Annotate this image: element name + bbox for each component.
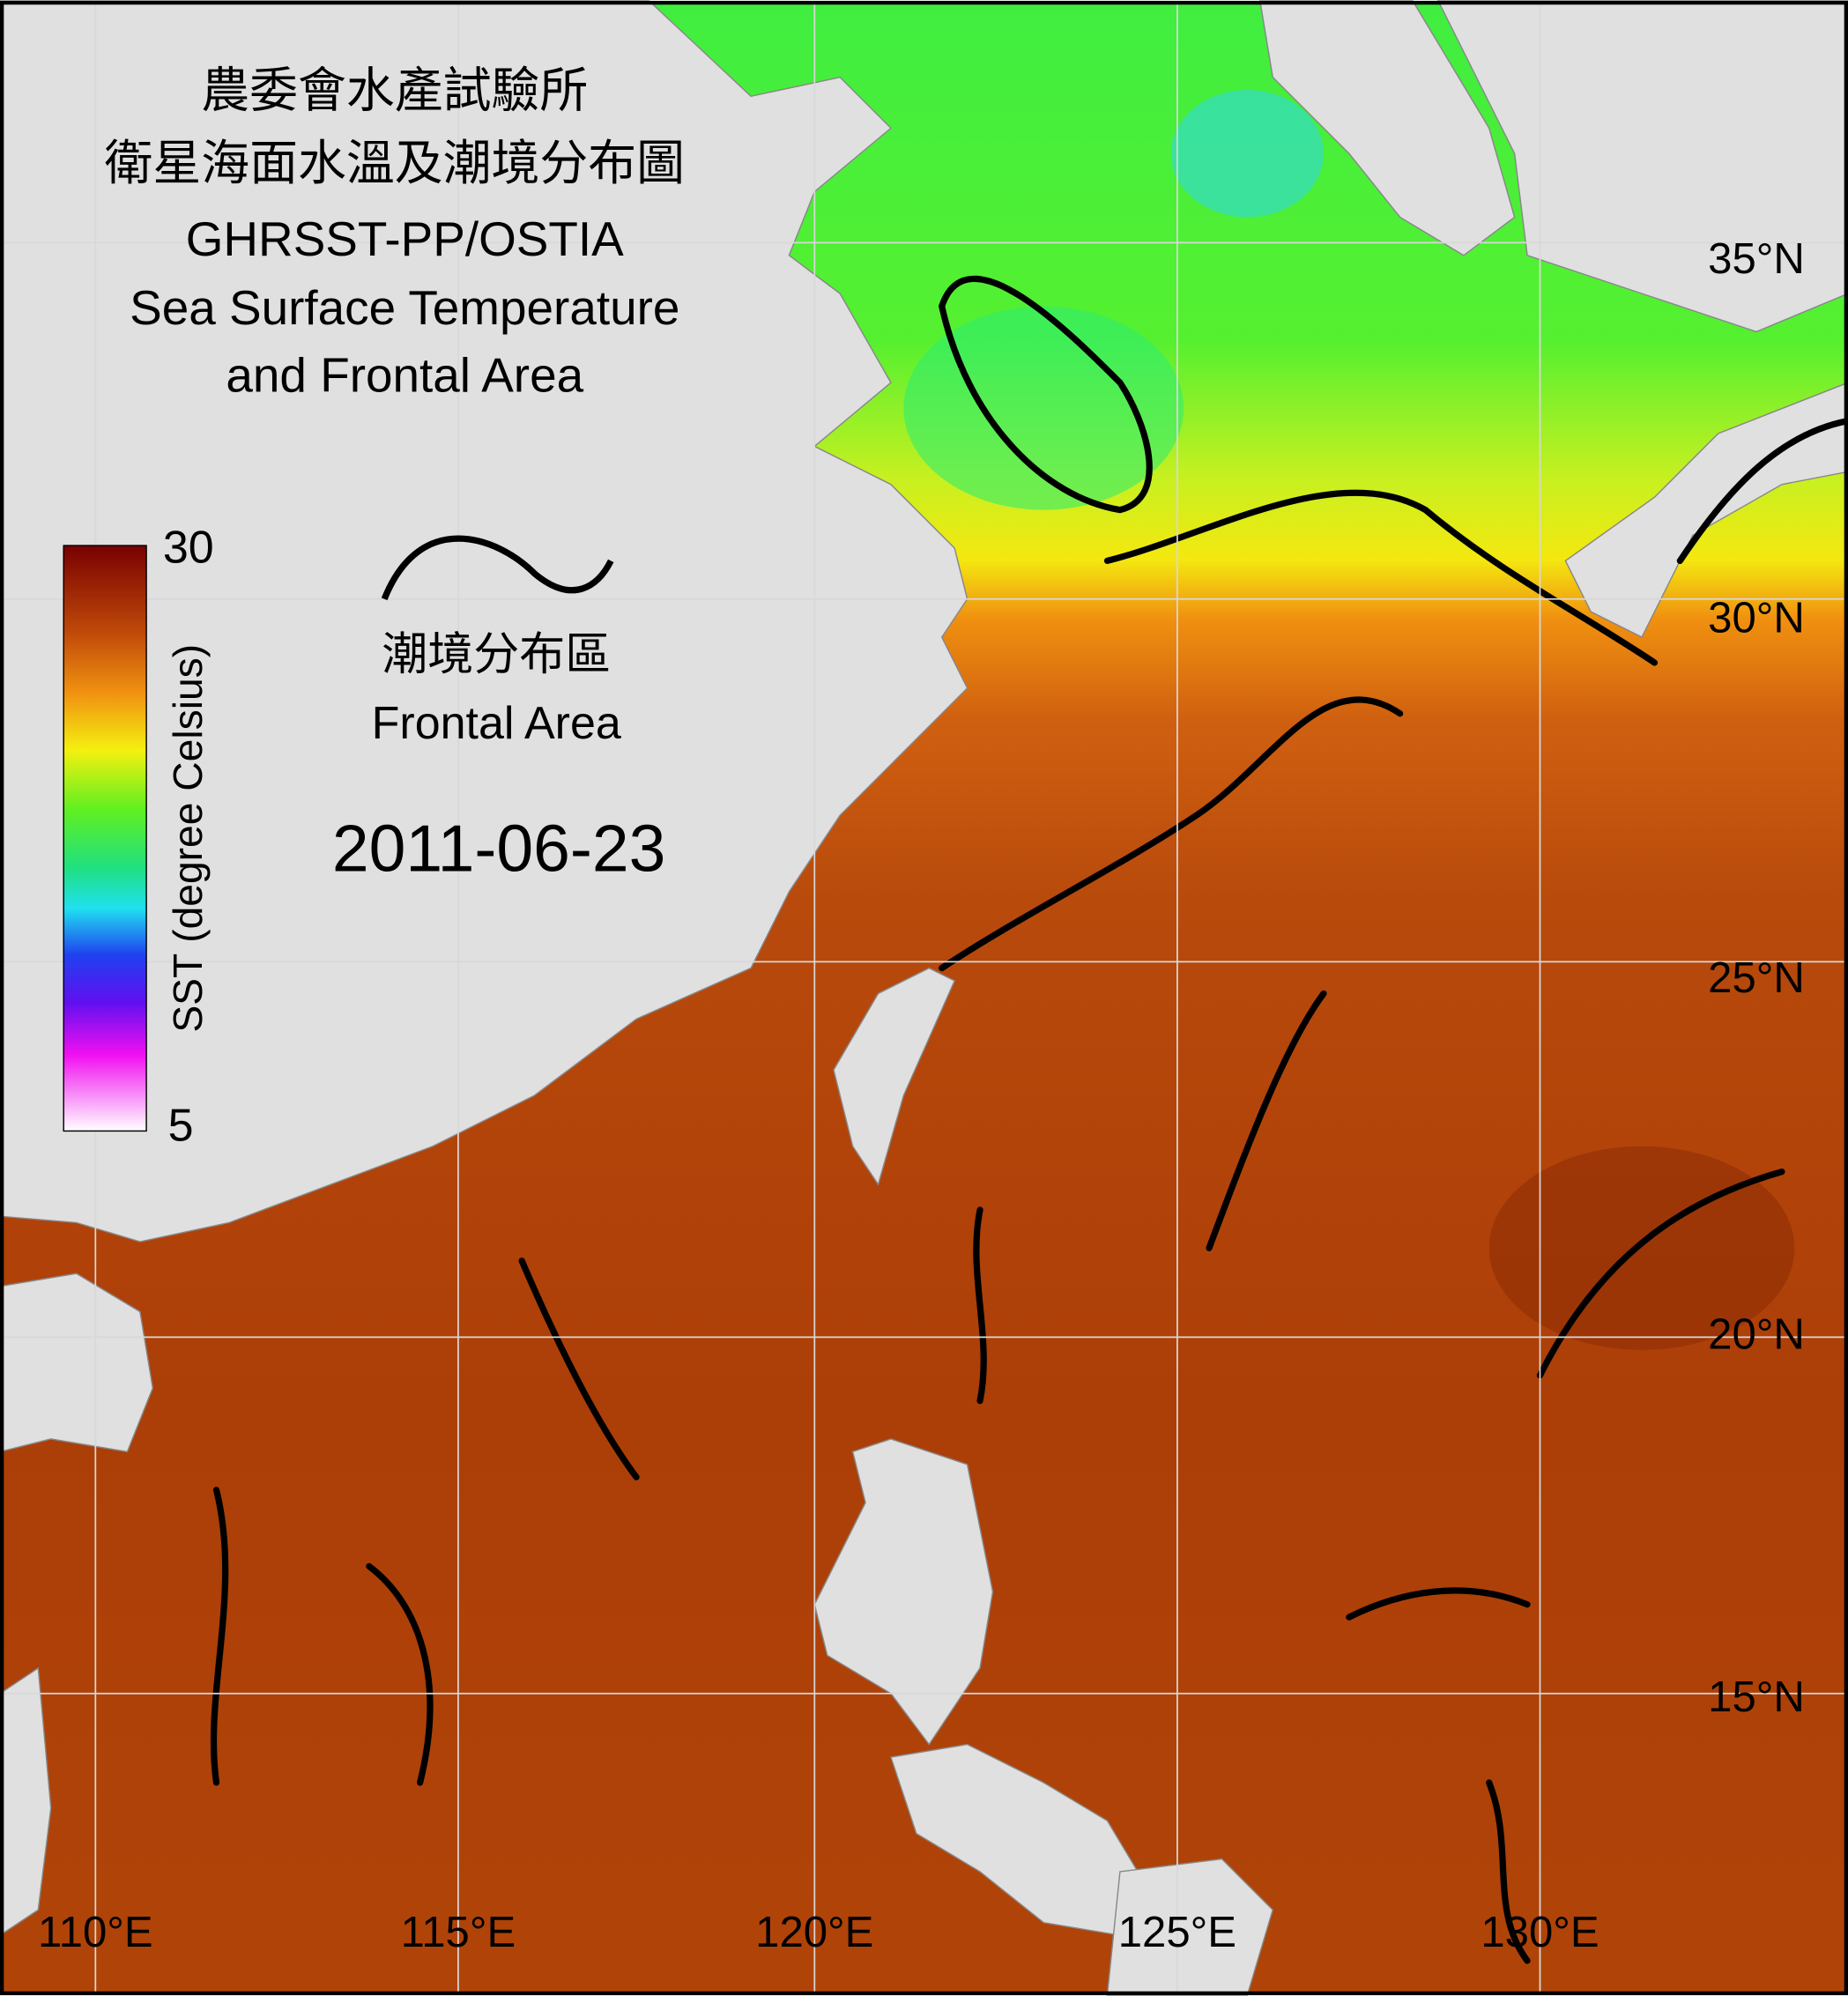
legend-zh: 潮境分布區 (382, 628, 611, 681)
hainan (0, 1273, 154, 1453)
colorbar-scale (63, 545, 147, 1132)
map-title: 衛星海面水溫及潮境分布圖 (104, 135, 685, 191)
korea (1258, 0, 1516, 256)
longitude-label: 130°E (1481, 1909, 1599, 1956)
legend: 潮境分布區 Frontal Area (372, 535, 621, 749)
front-line (1486, 1779, 1531, 1964)
title-en: Sea Surface Temperature (130, 280, 679, 335)
colorbar-label: SST (degree Celsius) (165, 644, 211, 1033)
japan (1564, 382, 1848, 639)
front-line (366, 1562, 434, 1786)
colorbar-max: 30 (163, 523, 214, 574)
front-line (938, 275, 1153, 514)
front-line (939, 696, 1404, 972)
colorbar-min: 5 (168, 1100, 194, 1151)
front-line (973, 1206, 987, 1405)
cool-patch (1170, 90, 1324, 218)
longitude-label: 115°E (401, 1909, 516, 1956)
latitude-label: 20°N (1708, 1310, 1805, 1358)
mainland (0, 0, 969, 1243)
indochina (0, 1666, 52, 1937)
longitude-label: 125°E (1118, 1909, 1236, 1956)
coordinate-labels: 35°N 30°N 25°N 20°N 15°N 110°E 115°E 120°E 125°E… (38, 235, 1805, 1956)
colorbar: 30 5 SST (degree Celsius) (63, 523, 214, 1151)
cool-patch (903, 306, 1184, 510)
latitude-label: 35°N (1708, 235, 1805, 283)
front-line (1103, 489, 1659, 666)
longitude-label: 110°E (38, 1909, 153, 1956)
front-line (1536, 1169, 1785, 1379)
front-line (518, 1258, 640, 1480)
front-line (1346, 1587, 1531, 1621)
source: GHRSST-PP/OSTIA (186, 211, 624, 266)
front-line (210, 1487, 229, 1786)
longitude-label: 120°E (755, 1909, 873, 1956)
legend-en: Frontal Area (372, 698, 621, 749)
agency: 農委會水產試驗所 (201, 63, 588, 119)
date: 2011-06-23 (332, 811, 665, 885)
mindanao (1106, 1858, 1274, 1996)
latitude-label: 25°N (1708, 954, 1805, 1002)
title-en: and Frontal Area (226, 347, 583, 402)
front-line (1206, 990, 1327, 1251)
latitude-label: 15°N (1708, 1673, 1805, 1721)
title-block: 農委會水產試驗所 衛星海面水溫及潮境分布圖 GHRSST-PP/OSTIA Se… (104, 63, 685, 403)
front-line (1676, 417, 1848, 565)
luzon (813, 1438, 994, 1746)
legend-symbol (381, 535, 614, 601)
latitude-label: 30°N (1708, 594, 1805, 642)
taiwan (833, 967, 956, 1186)
